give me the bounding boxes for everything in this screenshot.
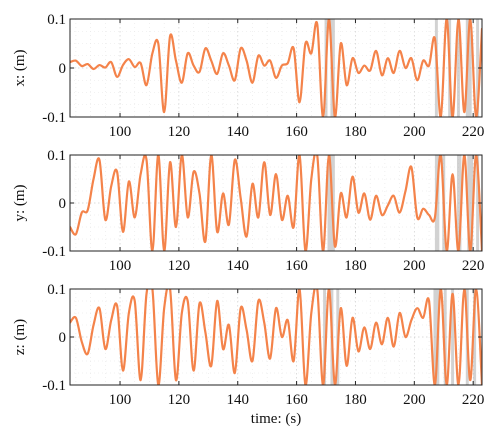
x-tick-label: 200	[403, 124, 426, 140]
y-tick-label: 0	[59, 330, 67, 346]
series-line	[70, 155, 482, 251]
x-tick-label: 200	[403, 392, 426, 408]
shaded-interval	[443, 289, 447, 385]
shaded-interval	[465, 19, 472, 117]
shaded-interval	[467, 155, 474, 251]
subplot-x: 100 120 140 160 180 200 220 -0.1 0 0.1 x: (m)	[12, 12, 484, 140]
y-tick-label: -0.1	[42, 244, 66, 260]
x-tick-label: 100	[109, 124, 132, 140]
x-tick-label: 180	[344, 392, 367, 408]
x-tick-label: 100	[109, 258, 132, 274]
axes-frame	[69, 288, 483, 386]
x-tick-label: 180	[344, 258, 367, 274]
x-tick-label: 100	[109, 392, 132, 408]
series-line	[70, 19, 482, 117]
y-axis-label: z: (m)	[12, 319, 28, 355]
shaded-interval	[451, 289, 455, 385]
subplot-y: 100 120 140 160 180 200 220 -0.1 0 0.1 y: (m)	[12, 148, 484, 274]
x-tick-label: 220	[462, 258, 485, 274]
y-tick-label: -0.1	[42, 378, 66, 394]
y-axis-label: x: (m)	[12, 49, 28, 86]
y-tick-label: 0.1	[47, 148, 66, 164]
subplot-z: 100 120 140 160 180 200 220 -0.1 0 0.1 z: (m) time:…	[12, 282, 485, 427]
shaded-interval	[473, 289, 477, 385]
x-tick-label: 120	[168, 124, 191, 140]
shaded-interval	[433, 289, 440, 385]
x-axis-label: time: (s)	[251, 411, 301, 427]
y-tick-label: 0	[59, 61, 67, 77]
x-tick-label: 120	[168, 392, 191, 408]
x-tick-label: 120	[168, 258, 191, 274]
shaded-interval	[476, 155, 480, 251]
x-tick-label: 180	[344, 124, 367, 140]
x-tick-label: 140	[226, 392, 249, 408]
y-axis-label: y: (m)	[12, 184, 28, 221]
y-tick-label: 0	[59, 196, 67, 212]
x-tick-label: 160	[285, 124, 308, 140]
y-tick-label: 0.1	[47, 12, 66, 28]
x-tick-label: 160	[285, 258, 308, 274]
x-tick-label: 140	[226, 258, 249, 274]
x-tick-label: 220	[462, 392, 485, 408]
shaded-interval	[456, 155, 462, 251]
x-tick-label: 140	[226, 124, 249, 140]
y-tick-label: 0.1	[47, 282, 66, 298]
x-tick-label: 220	[462, 124, 485, 140]
x-tick-label: 200	[403, 258, 426, 274]
shaded-interval	[323, 289, 327, 385]
shaded-interval	[476, 19, 480, 117]
shaded-interval	[456, 19, 460, 117]
y-tick-label: -0.1	[42, 110, 66, 126]
series-line	[70, 289, 482, 385]
x-tick-label: 160	[285, 392, 308, 408]
